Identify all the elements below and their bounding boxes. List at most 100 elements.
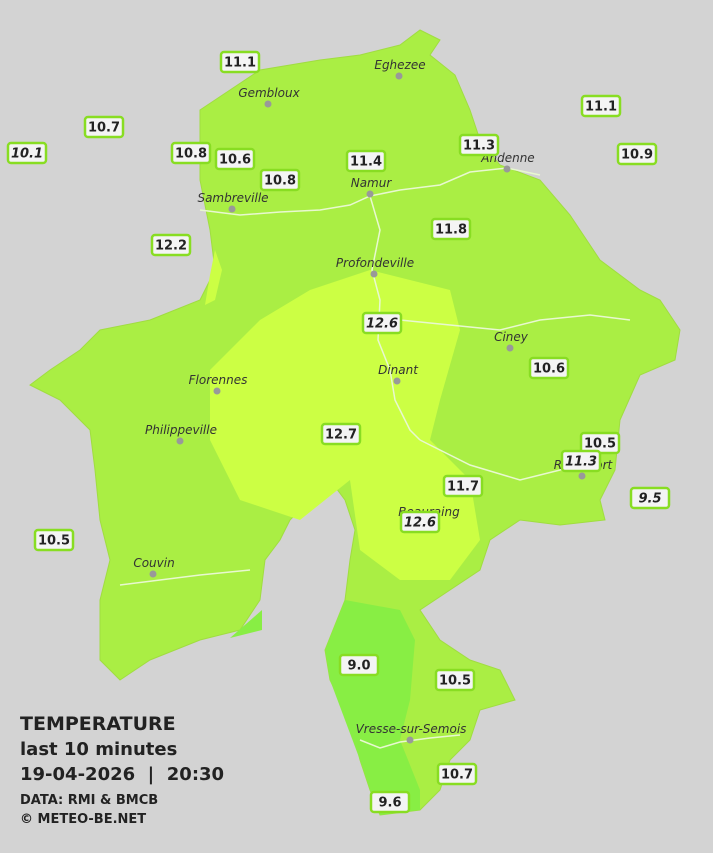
legend: TEMPERATURE last 10 minutes 19-04-2026 |… [20,713,224,827]
city-dot [213,387,221,395]
station-box [629,486,671,510]
station-box [528,356,570,380]
station-box [219,50,261,74]
station-value: 10.6 [533,362,565,377]
city-label: Couvin [133,556,174,570]
station-value: 10.1 [11,147,43,162]
station: 11.7 [442,474,484,498]
station-box [259,168,301,192]
station-value: 10.5 [38,534,70,549]
legend-copyright: © METEO-BE.NET [20,812,146,827]
city-label: Namur [351,176,393,190]
city-label: Philippeville [145,423,217,437]
city-label: Ciney [494,330,529,344]
station-box [320,422,362,446]
station: 12.7 [320,422,362,446]
station: 10.6 [528,356,570,380]
city-label: Eghezee [374,58,425,72]
station-box [580,94,622,118]
station: 10.5 [33,528,75,552]
city-label: Profondeville [336,256,414,270]
legend-subtitle: last 10 minutes [20,739,177,760]
city-label: Vresse-sur-Semois [356,722,467,736]
station-box [442,474,484,498]
station-box [214,147,256,171]
station-value: 10.8 [175,147,207,162]
station: 11.3 [458,133,500,157]
station-value: 9.5 [638,492,661,507]
station: 10.7 [83,115,125,139]
city-dot [370,270,378,278]
station: 10.8 [259,168,301,192]
city-dot [395,72,403,80]
station-box [345,149,387,173]
station-box [369,790,411,814]
river-viroin [119,569,251,586]
city-dot [176,437,184,445]
city-dot [506,344,514,352]
station-box [560,449,602,473]
station-box [361,311,403,335]
station: 10.7 [436,762,478,786]
city-dot [366,190,374,198]
city-dot [578,472,586,480]
city-dot [228,205,236,213]
cities: EghezeeGemblouxAndenneNamurSambrevillePr… [133,58,614,744]
station-value: 11.8 [435,223,467,238]
station-value: 10.7 [88,121,120,136]
station: 12.2 [150,233,192,257]
station-value: 9.0 [347,659,370,674]
city-dot [149,570,157,578]
station-box [83,115,125,139]
station-value: 12.6 [404,516,436,531]
station: 12.6 [399,510,441,534]
station-box [170,141,212,165]
station-value: 10.5 [439,674,471,689]
station: 10.5 [434,668,476,692]
city-dot [503,165,511,173]
station-value: 10.8 [264,174,296,189]
city-dot [393,377,401,385]
stations: 11.1 10.7 10.1 10.8 10.6 10.8 11.4 11.3 11.1 10.9… [6,50,671,814]
station: 9.6 [369,790,411,814]
station-box [436,762,478,786]
station-value: 12.2 [155,239,187,254]
city-dot [264,100,272,108]
station-box [458,133,500,157]
station-box [338,653,380,677]
station-box [434,668,476,692]
station-box [150,233,192,257]
river-lesse [399,314,631,331]
city-dot [406,736,414,744]
station: 11.1 [580,94,622,118]
city-label: Dinant [378,363,419,377]
station-value: 11.3 [463,139,495,154]
station-value: 10.9 [621,148,653,163]
station: 10.8 [170,141,212,165]
station-value: 12.7 [325,428,357,443]
station: 12.6 [361,311,403,335]
station: 11.4 [345,149,387,173]
station: 10.5 [579,431,621,455]
station-box [33,528,75,552]
station: 10.6 [214,147,256,171]
river-semois [359,734,461,749]
station: 11.3 [560,449,602,473]
station-value: 12.6 [366,317,398,332]
river-meuse [369,195,421,441]
station-box [616,142,658,166]
station-value: 11.4 [350,155,382,170]
station-value: 10.5 [584,437,616,452]
warm-zone-west [205,250,222,305]
legend-datetime: 19-04-2026 | 20:30 [20,764,224,785]
station-value: 10.6 [219,153,251,168]
station-value: 11.1 [224,56,256,71]
station: 10.1 [6,141,48,165]
city-label: Gembloux [238,86,300,100]
city-label: Florennes [189,373,248,387]
station-value: 10.7 [441,768,473,783]
station-box [399,510,441,534]
station-box [6,141,48,165]
rivers [119,167,631,749]
